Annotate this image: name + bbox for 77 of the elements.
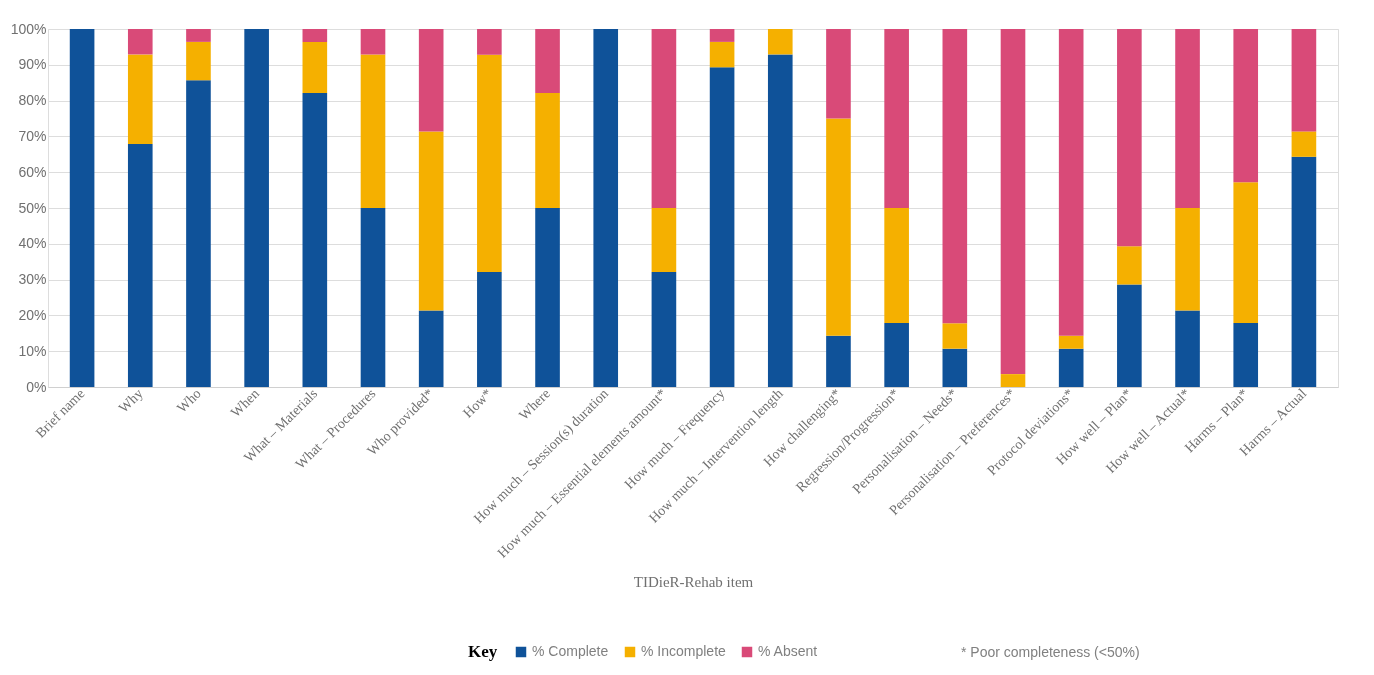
bar bbox=[651, 272, 677, 387]
bar bbox=[535, 29, 560, 94]
bar bbox=[302, 41, 328, 94]
bar bbox=[477, 29, 502, 55]
bar bbox=[1058, 335, 1084, 349]
bar bbox=[709, 41, 735, 68]
y-tick-label: 80% bbox=[18, 92, 47, 109]
legend-title: Key bbox=[468, 642, 498, 661]
bar bbox=[1117, 29, 1142, 247]
bar bbox=[186, 29, 211, 42]
y-tick-label: 10% bbox=[18, 342, 47, 359]
bar bbox=[69, 29, 95, 387]
bar bbox=[535, 208, 560, 387]
y-tick-label: 0% bbox=[26, 378, 47, 395]
bar bbox=[1117, 246, 1142, 285]
legend-label: % Incomplete bbox=[641, 643, 727, 659]
bar bbox=[1175, 208, 1200, 311]
bar bbox=[1233, 182, 1259, 323]
y-tick-label: 70% bbox=[18, 127, 47, 144]
x-tick-label: Who bbox=[174, 385, 204, 416]
y-tick-label: 50% bbox=[18, 199, 47, 216]
bar bbox=[1117, 284, 1142, 387]
bar bbox=[1291, 29, 1317, 132]
bar bbox=[127, 143, 153, 387]
bar bbox=[942, 323, 968, 349]
bar bbox=[477, 272, 502, 387]
x-tick-label: Why bbox=[115, 385, 146, 416]
bar bbox=[1233, 29, 1259, 183]
bar bbox=[767, 29, 793, 55]
bar bbox=[826, 118, 851, 336]
y-tick-label: 40% bbox=[18, 235, 47, 252]
y-tick-label: 100% bbox=[10, 20, 47, 37]
bar bbox=[884, 208, 909, 323]
bar bbox=[535, 93, 560, 208]
bar bbox=[942, 348, 968, 387]
bar bbox=[418, 29, 444, 132]
y-tick-label: 30% bbox=[18, 271, 47, 288]
bar bbox=[477, 54, 502, 273]
bar bbox=[1058, 29, 1084, 336]
x-axis-title: TIDieR-Rehab item bbox=[633, 573, 754, 590]
bar bbox=[418, 131, 444, 311]
bar bbox=[127, 54, 153, 144]
legend-label: % Absent bbox=[758, 643, 818, 659]
bar bbox=[127, 29, 153, 55]
bar bbox=[651, 29, 677, 208]
bar bbox=[360, 208, 386, 387]
bar bbox=[1233, 322, 1259, 387]
bar bbox=[1175, 29, 1200, 208]
y-tick-label: 90% bbox=[18, 56, 47, 73]
bar bbox=[1000, 374, 1026, 387]
bar bbox=[186, 41, 211, 81]
bar bbox=[302, 93, 328, 387]
bar bbox=[709, 29, 735, 42]
y-tick-label: 60% bbox=[18, 163, 47, 180]
bar bbox=[651, 208, 677, 273]
text: * Poor completeness (<50%) bbox=[961, 644, 1140, 660]
bar bbox=[826, 29, 851, 119]
bar bbox=[360, 29, 386, 55]
y-tick-label: 20% bbox=[18, 306, 47, 323]
bar bbox=[360, 54, 386, 208]
bar bbox=[709, 67, 735, 387]
bar bbox=[767, 54, 793, 387]
bar bbox=[1291, 131, 1317, 157]
bar bbox=[884, 29, 909, 208]
bar bbox=[1058, 348, 1084, 387]
legend-label: % Complete bbox=[532, 643, 609, 659]
bar bbox=[1000, 29, 1026, 375]
bar bbox=[244, 29, 269, 387]
bar bbox=[1291, 156, 1317, 387]
bar bbox=[186, 80, 211, 387]
bar bbox=[1175, 310, 1200, 387]
bar bbox=[884, 322, 909, 387]
bar bbox=[826, 335, 851, 387]
bar bbox=[418, 310, 444, 387]
bar bbox=[593, 29, 619, 387]
bar bbox=[942, 29, 968, 324]
bar bbox=[302, 29, 328, 42]
